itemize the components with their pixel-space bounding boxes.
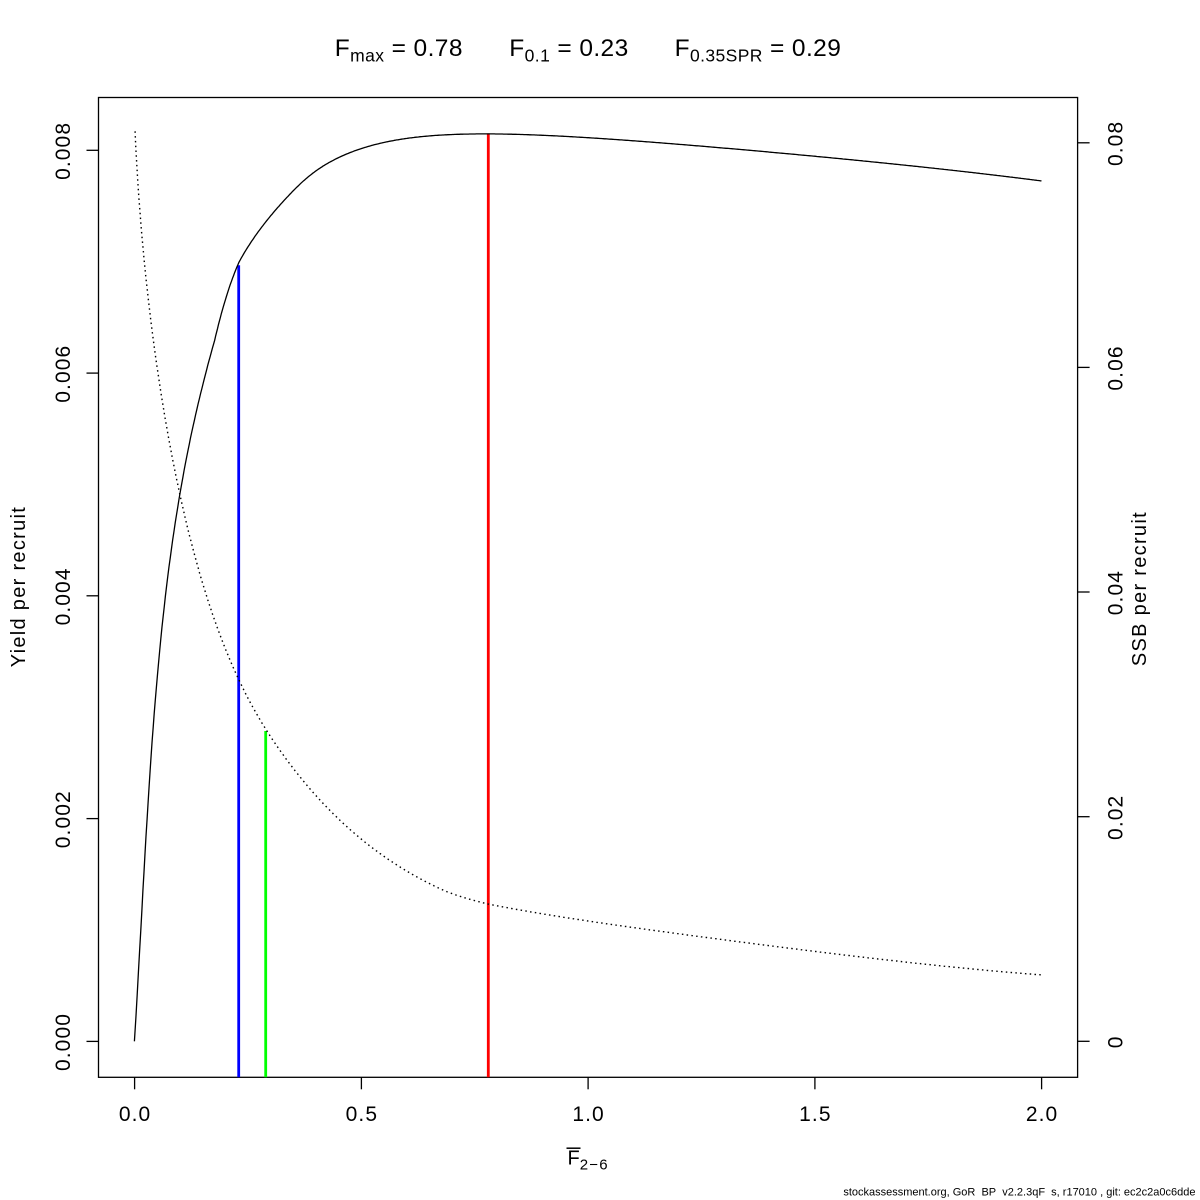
svg-text:Fmax = 0.78: Fmax = 0.78: [335, 35, 463, 66]
svg-text:2.0: 2.0: [1026, 1103, 1059, 1126]
svg-text:0.02: 0.02: [1104, 795, 1127, 840]
svg-text:0.0: 0.0: [119, 1103, 152, 1126]
svg-text:Yield per recruit: Yield per recruit: [8, 506, 30, 667]
svg-text:0.06: 0.06: [1104, 345, 1127, 390]
svg-text:F0.1 = 0.23: F0.1 = 0.23: [509, 35, 628, 66]
svg-text:0.002: 0.002: [52, 790, 75, 848]
svg-text:0.000: 0.000: [52, 1013, 75, 1071]
svg-text:0.08: 0.08: [1104, 121, 1127, 166]
svg-text:0: 0: [1104, 1036, 1127, 1049]
svg-text:SSB per recruit: SSB per recruit: [1129, 511, 1151, 666]
svg-text:0.008: 0.008: [52, 122, 75, 180]
svg-text:1.5: 1.5: [799, 1103, 832, 1126]
svg-text:1.0: 1.0: [572, 1103, 605, 1126]
svg-text:0.006: 0.006: [52, 345, 75, 403]
svg-text:0.5: 0.5: [346, 1103, 379, 1126]
svg-text:0.004: 0.004: [52, 567, 75, 625]
svg-text:0.04: 0.04: [1104, 570, 1127, 615]
svg-text:stockassessment.org, GoR BP: stockassessment.org, GoR BP v2.2.3qF s, …: [843, 1187, 1195, 1199]
